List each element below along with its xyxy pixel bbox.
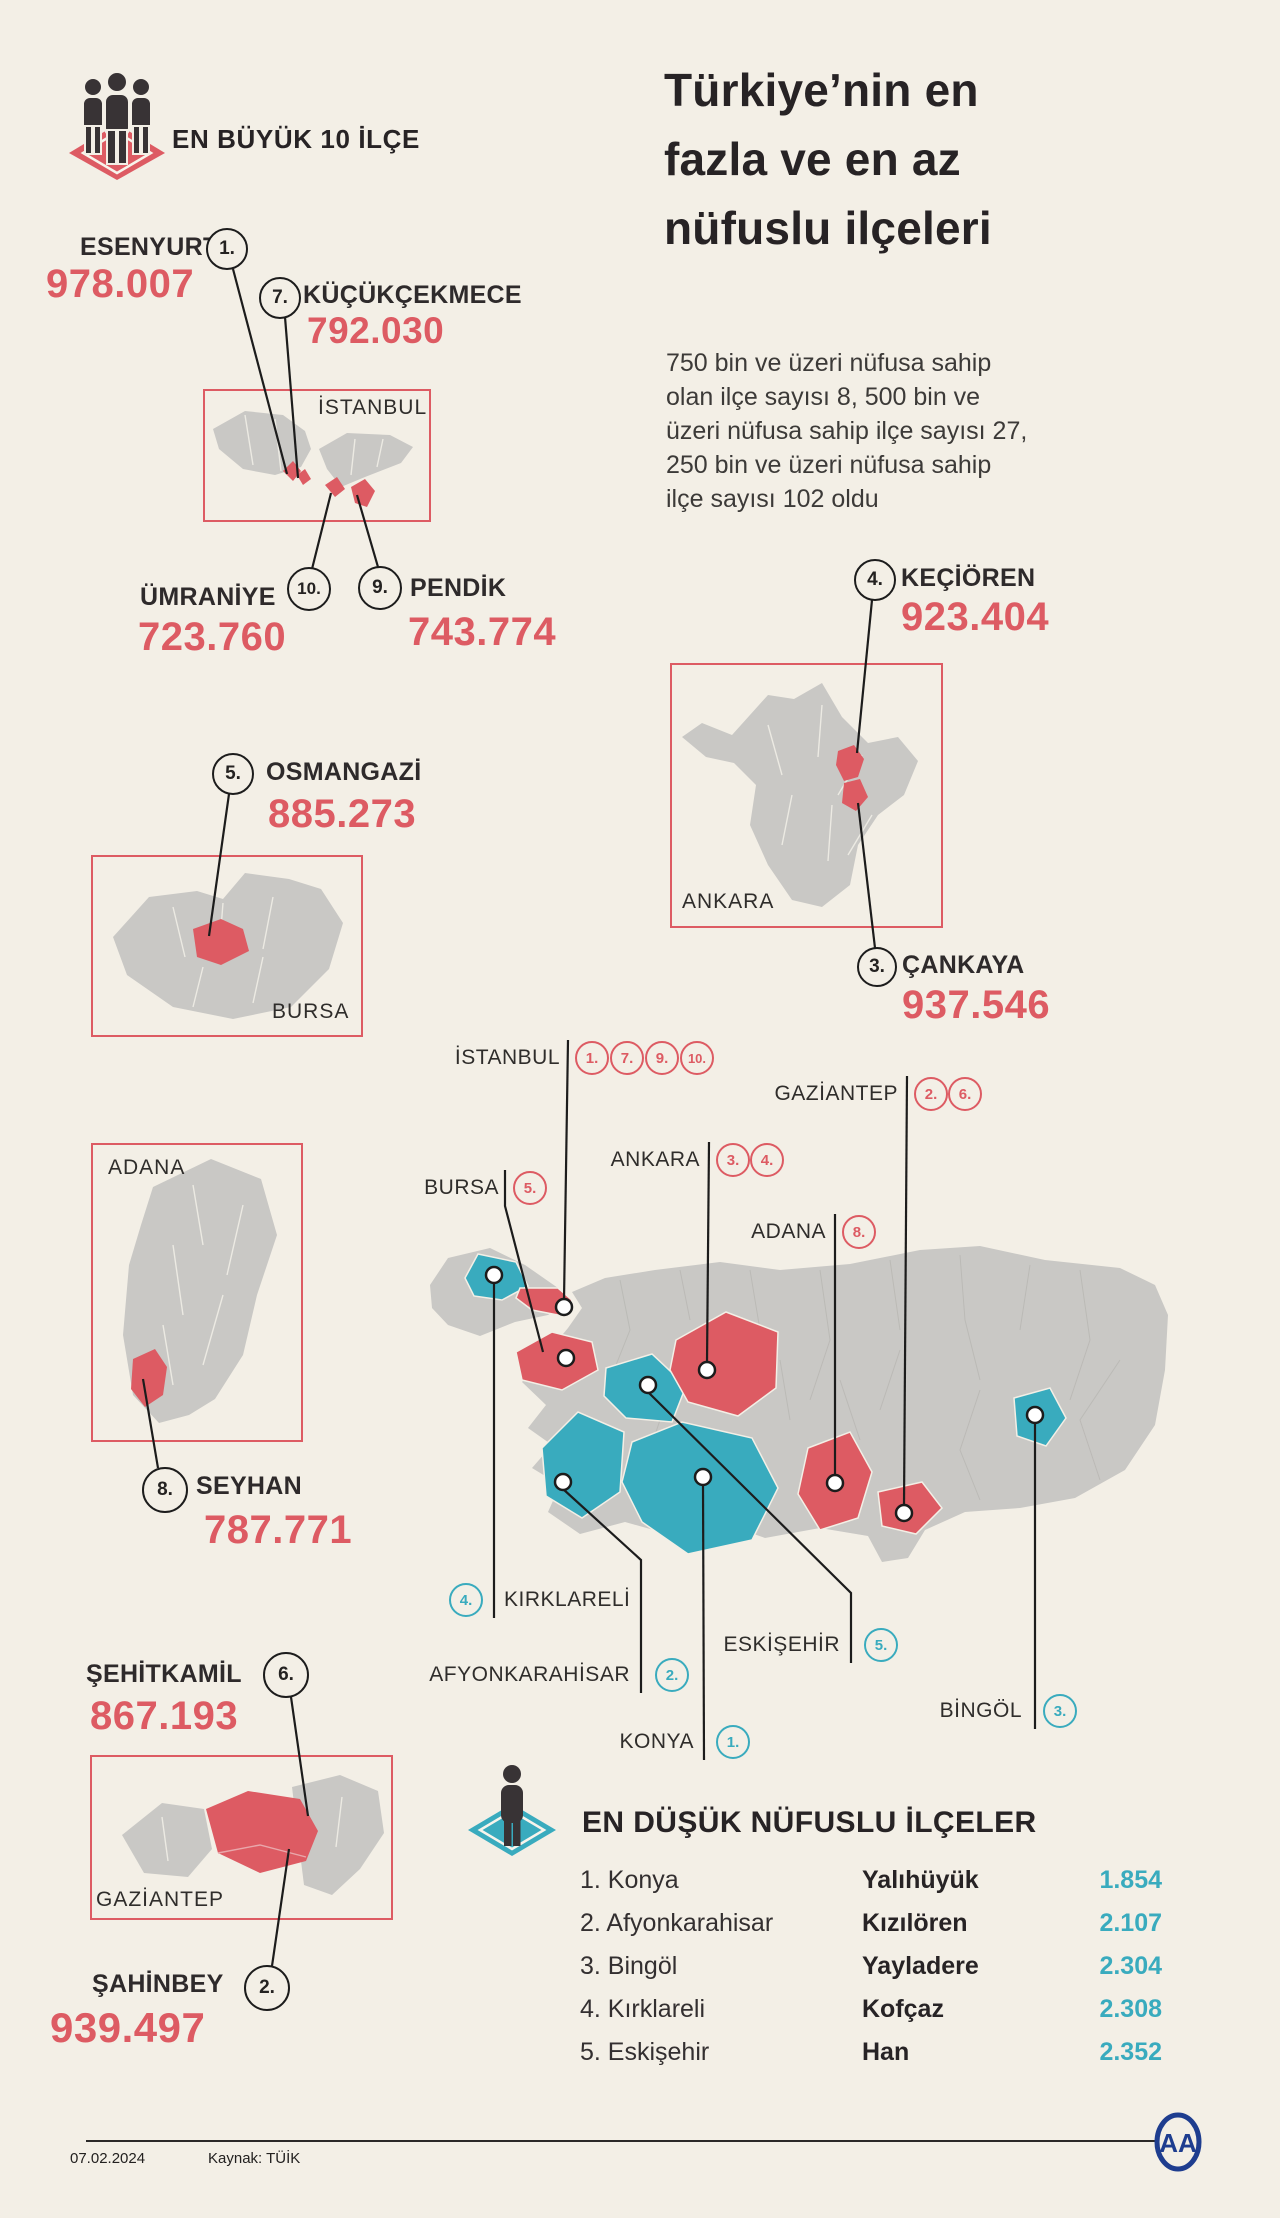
rank-badge-pendik: 9. — [358, 566, 402, 610]
bursa-map-label: BURSA — [272, 1000, 350, 1023]
page-subtitle: 750 bin ve üzeri nüfusa sahip olan ilçe … — [666, 349, 1028, 513]
rank-badge-kucukcekmece: 7. — [259, 277, 301, 319]
callout-konya-label: KONYA — [619, 1730, 694, 1753]
bursa-map — [113, 873, 343, 1019]
ankara-map — [682, 683, 918, 907]
callout-istanbul-rank-9: 9. — [645, 1041, 679, 1075]
lowest-row-district: Han — [862, 2038, 910, 2066]
callout-afyonkarahisar-label: AFYONKARAHİSAR — [429, 1663, 630, 1686]
lowest-row-value: 1.854 — [1099, 1866, 1162, 1894]
ankara-map-label: ANKARA — [682, 890, 775, 913]
footer-divider — [86, 2140, 1158, 2142]
callout-gaziantep-label: GAZİANTEP — [774, 1082, 898, 1105]
district-umraniye-value: 723.760 — [138, 615, 287, 659]
district-seyhan-value: 787.771 — [204, 1508, 353, 1552]
lowest-row-district: Kızılören — [862, 1909, 968, 1937]
callout-kirklareli-rank: 4. — [449, 1583, 483, 1617]
rank-badge-seyhan: 8. — [142, 1467, 188, 1513]
district-osmangazi-name: OSMANGAZİ — [266, 758, 422, 786]
callout-afyonkarahisar-rank: 2. — [655, 1658, 689, 1692]
adana-map-label: ADANA — [108, 1156, 186, 1179]
callout-gaziantep-rank-6: 6. — [948, 1077, 982, 1111]
callout-ankara-rank-3: 3. — [716, 1143, 750, 1177]
ankara-map-box — [670, 663, 943, 928]
lowest-row-value: 2.107 — [1099, 1909, 1162, 1937]
lowest-row-province: 3. Bingöl — [580, 1952, 678, 1980]
lowest-row-province: 5. Eskişehir — [580, 2038, 710, 2066]
lowest-row-value: 2.308 — [1099, 1995, 1162, 2023]
district-sehitkamil-value: 867.193 — [90, 1694, 239, 1738]
population-big-icon — [69, 71, 165, 180]
adana-map — [123, 1159, 277, 1423]
title-line-1: Türkiye’nin en — [664, 64, 979, 116]
title-line-2: fazla ve en az — [664, 133, 961, 185]
callout-kirklareli-label: KIRKLARELİ — [504, 1588, 631, 1611]
lowest-row-district: Kofçaz — [862, 1995, 944, 2023]
district-cankaya-name: ÇANKAYA — [902, 951, 1025, 979]
gaziantep-map-label: GAZİANTEP — [96, 1888, 225, 1911]
district-seyhan-name: SEYHAN — [196, 1472, 302, 1500]
callout-istanbul-rank-10: 10. — [680, 1041, 714, 1075]
district-kucukcekmece-value: 792.030 — [307, 310, 445, 351]
callout-istanbul-label: İSTANBUL — [454, 1046, 560, 1069]
district-kucukcekmece-name: KÜÇÜKÇEKMECE — [303, 281, 522, 309]
district-esenyurt-name: ESENYURT — [80, 233, 219, 261]
callout-eskisehir-label: ESKİŞEHİR — [723, 1633, 840, 1656]
lowest-row-district: Yalıhüyük — [862, 1866, 979, 1894]
title-line-3: nüfuslu ilçeleri — [664, 202, 992, 254]
callout-istanbul-rank-1: 1. — [575, 1041, 609, 1075]
footer-date: 07.02.2024 — [70, 2150, 146, 2167]
district-esenyurt-value: 978.007 — [46, 262, 195, 306]
district-cankaya-value: 937.546 — [902, 983, 1051, 1027]
population-small-icon — [468, 1765, 556, 1856]
rank-badge-sehitkamil: 6. — [263, 1652, 309, 1698]
rank-badge-cankaya: 3. — [857, 947, 897, 987]
callout-bursa-rank-5: 5. — [513, 1171, 547, 1205]
callout-konya-rank: 1. — [716, 1725, 750, 1759]
lowest-row-province: 1. Konya — [580, 1866, 679, 1894]
district-sahinbey-value: 939.497 — [50, 2004, 206, 2051]
district-sehitkamil-name: ŞEHİTKAMİL — [86, 1660, 242, 1688]
lowest-section-title: EN DÜŞÜK NÜFUSLU İLÇELER — [582, 1806, 1037, 1839]
district-sahinbey-name: ŞAHİNBEY — [92, 1970, 224, 1998]
svg-text:AA: AA — [1159, 2128, 1197, 2158]
district-osmangazi-value: 885.273 — [268, 792, 417, 836]
turkey-map-container — [420, 1240, 1170, 1570]
district-pendik-name: PENDİK — [410, 574, 507, 602]
callout-eskisehir-rank: 5. — [864, 1628, 898, 1662]
callout-bingol-rank: 3. — [1043, 1694, 1077, 1728]
lowest-row-province: 4. Kırklareli — [580, 1995, 706, 2023]
rank-badge-esenyurt: 1. — [206, 228, 248, 270]
callout-bursa-label: BURSA — [424, 1176, 499, 1199]
callout-istanbul-rank-7: 7. — [610, 1041, 644, 1075]
adana-map-box — [91, 1143, 303, 1442]
callout-adana-rank-8: 8. — [842, 1215, 876, 1249]
district-kecioren-value: 923.404 — [901, 595, 1050, 639]
district-kecioren-name: KEÇİÖREN — [901, 564, 1036, 592]
aa-agency-logo: AA — [1154, 2112, 1202, 2172]
lowest-row-value: 2.352 — [1099, 2038, 1162, 2066]
rank-badge-kecioren: 4. — [854, 559, 896, 601]
lowest-row-province: 2. Afyonkarahisar — [580, 1909, 774, 1937]
lowest-row-value: 2.304 — [1099, 1952, 1162, 1980]
turkey-map — [430, 1246, 1168, 1562]
callout-bingol-label: BİNGÖL — [939, 1699, 1022, 1722]
callout-ankara-rank-4: 4. — [750, 1143, 784, 1177]
rank-badge-sahinbey: 2. — [244, 1965, 290, 2011]
big-section-title: EN BÜYÜK 10 İLÇE — [172, 124, 420, 154]
callout-gaziantep-rank-2: 2. — [914, 1077, 948, 1111]
district-pendik-value: 743.774 — [408, 610, 557, 654]
page-title: Türkiye’nin en fazla ve en az nüfuslu il… — [664, 56, 992, 263]
istanbul-map-label: İSTANBUL — [318, 396, 428, 419]
callout-ankara-label: ANKARA — [610, 1148, 700, 1171]
lowest-row-district: Yayladere — [862, 1952, 979, 1980]
footer-source: Kaynak: TÜİK — [208, 2150, 301, 2167]
district-umraniye-name: ÜMRANİYE — [140, 583, 276, 611]
rank-badge-umraniye: 10. — [287, 567, 331, 611]
rank-badge-osmangazi: 5. — [212, 753, 254, 795]
callout-adana-label: ADANA — [751, 1220, 826, 1243]
